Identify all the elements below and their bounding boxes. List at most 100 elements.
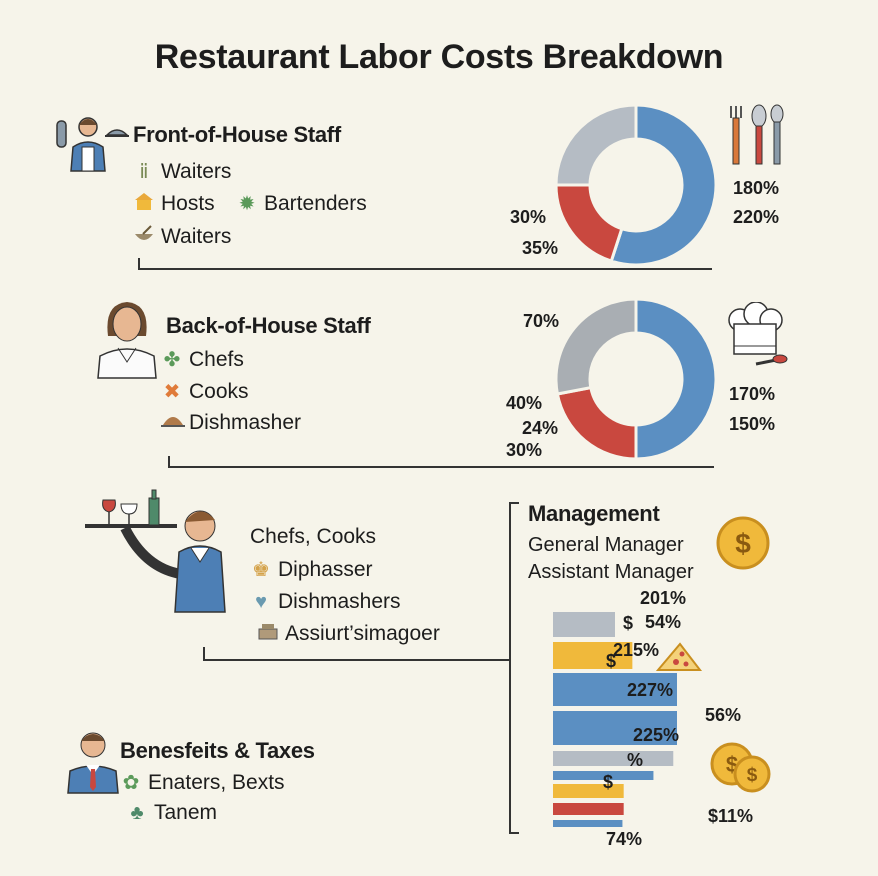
bar-2 [553, 673, 677, 706]
front-right-label: 180% [733, 178, 780, 198]
middle-connector [203, 659, 511, 661]
back-item-label: Chefs [189, 347, 244, 371]
clover-icon: ✤ [163, 349, 181, 371]
back-of-house-title: Back-of-House Staff [166, 313, 371, 338]
bar-0 [553, 612, 615, 637]
chef-hat-icon [726, 301, 790, 377]
bar-label: $ [606, 651, 617, 671]
svg-text:$: $ [747, 765, 758, 786]
bar-label: 227% [627, 680, 674, 700]
front-item-label: Waiters [161, 159, 232, 183]
benefits-item-label: Enaters, Bexts [148, 770, 285, 794]
bar-label: 54% [645, 612, 682, 632]
back-item: ✤ Chefs [161, 347, 244, 372]
cloche-icon [161, 411, 185, 435]
donut-slice-2 [554, 297, 638, 396]
management-bracket [509, 832, 519, 834]
register-icon [257, 622, 279, 646]
coins-icon: $ $ [706, 740, 776, 799]
front-right-label: 220% [733, 207, 780, 227]
back-item-label: Cooks [189, 379, 249, 403]
management-title: Management [528, 501, 660, 526]
middle-item-label: Assiurt’simagoer [285, 622, 440, 645]
chef-portrait-icon [96, 296, 158, 385]
back-left-label: 40% [506, 393, 543, 413]
management-bracket [509, 502, 519, 504]
management-bracket [509, 502, 511, 834]
bar-6 [553, 784, 624, 798]
plant-icon: ⅱ [139, 161, 149, 183]
bar-5 [553, 771, 654, 780]
back-divider [168, 456, 714, 468]
bar-1 [553, 642, 633, 669]
people-icon: ♣ [130, 801, 144, 824]
donut-slice-0 [634, 297, 718, 461]
back-right-label: 150% [729, 414, 776, 434]
bar-label: 201% [640, 588, 687, 608]
middle-item-label: Diphasser [278, 557, 373, 581]
middle-item: Assiurt’simagoer [257, 622, 440, 646]
donut-slice-2 [554, 103, 638, 187]
bar-label: 225% [633, 725, 680, 745]
bar-7 [553, 803, 624, 815]
bar-label: $ [603, 772, 614, 792]
waiter-illustration-icon [55, 113, 130, 180]
bar-8 [553, 820, 623, 827]
leaf-icon: ✿ [122, 772, 140, 794]
management-bar-chart [553, 612, 677, 827]
middle-item-label: Chefs, Cooks [250, 525, 377, 548]
front-item: ⅱ Waiters [133, 159, 231, 184]
middle-item-label: Dishmashers [278, 590, 401, 613]
bar-label: $11% [708, 806, 754, 826]
businessman-icon [66, 729, 120, 800]
middle-item: Chefs, Cooks [250, 525, 376, 549]
donut-slice-1 [555, 385, 638, 461]
bowl-icon [133, 224, 155, 250]
bar-3 [553, 711, 677, 745]
bar-label: % [627, 750, 644, 770]
donut-slice-0 [609, 103, 718, 267]
back-left-label: 70% [523, 311, 560, 331]
front-of-house-title: Front-of-House Staff [133, 122, 341, 147]
back-item-label: Dishmasher [189, 411, 302, 434]
pizza-slice-icon [655, 642, 704, 677]
back-donut [554, 297, 718, 461]
server-with-tray-illustration-icon [85, 488, 245, 619]
bar-label: $ [623, 613, 634, 633]
front-item-label: Bartenders [264, 191, 367, 215]
management-role: Assistant Manager [528, 561, 694, 583]
benefits-title: Benesfeits & Taxes [120, 738, 315, 763]
middle-item: ♚ Diphasser [250, 557, 373, 582]
virus-icon: ✹ [238, 193, 256, 215]
management-role: General Manager [528, 534, 684, 556]
back-item: Dishmasher [161, 411, 301, 435]
cutlery-icon [727, 102, 787, 171]
crown-icon: ♚ [252, 559, 270, 581]
front-item: Waiters [133, 224, 231, 250]
donut-slice-1 [554, 183, 624, 263]
front-item: ✹ Bartenders [236, 191, 367, 216]
back-left-label: 24% [522, 418, 559, 438]
back-right-label: 170% [729, 384, 776, 404]
coin-icon: $ [716, 516, 770, 575]
benefits-item-label: Tanem [154, 801, 218, 824]
back-item: ✖ Cooks [161, 379, 249, 404]
house-icon [133, 191, 155, 217]
front-item-label: Waiters [161, 225, 232, 248]
svg-text:$: $ [735, 528, 751, 559]
bar-label: 56% [705, 705, 742, 725]
bar-label: 74% [606, 829, 643, 849]
cross-icon: ✖ [163, 381, 181, 403]
middle-connector [203, 647, 205, 660]
bulb-icon: ♥ [255, 590, 267, 613]
page-title: Restaurant Labor Costs Breakdown [154, 38, 724, 76]
benefits-item: ♣ Tanem [126, 801, 217, 825]
bar-4 [553, 751, 674, 766]
front-donut [554, 103, 718, 267]
front-divider [138, 258, 712, 270]
bar-label: 215% [613, 640, 660, 660]
front-left-label: 30% [510, 207, 547, 227]
front-item: Hosts [133, 191, 215, 217]
front-item-label: Hosts [161, 192, 215, 215]
front-left-label: 35% [522, 238, 559, 258]
